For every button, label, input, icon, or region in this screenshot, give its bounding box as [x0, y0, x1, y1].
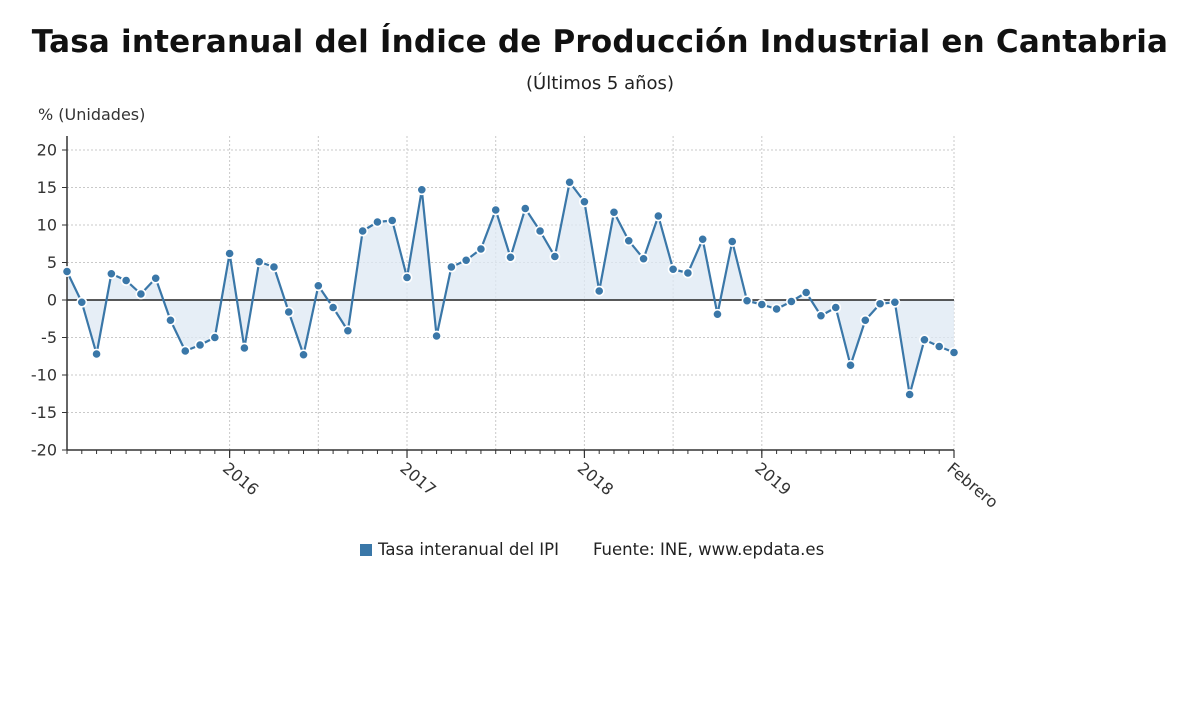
data-point: [91, 348, 102, 360]
data-point: [268, 261, 280, 273]
data-point: [460, 254, 472, 266]
data-point: [564, 176, 576, 188]
data-point: [61, 266, 73, 277]
data-point: [386, 215, 398, 226]
data-point: [238, 342, 250, 354]
data-point: [638, 253, 649, 265]
legend-swatch: [360, 543, 372, 556]
data-point: [534, 225, 546, 237]
data-point: [209, 332, 221, 343]
data-point: [771, 303, 782, 315]
data-point: [889, 296, 901, 308]
data-point: [785, 296, 797, 307]
y-tick-label: 15: [37, 178, 57, 197]
data-point: [519, 203, 531, 214]
chart-title: Tasa interanual del Índice de Producción…: [31, 24, 1169, 60]
series-area: [67, 182, 954, 395]
x-tick-label: Febrero: [943, 459, 1001, 512]
y-tick-label: 10: [37, 216, 57, 235]
data-point: [194, 339, 206, 351]
data-point: [608, 206, 620, 218]
x-tick-label: 2019: [751, 459, 794, 500]
data-point: [357, 225, 369, 237]
data-point: [76, 296, 88, 308]
data-point: [505, 251, 516, 263]
data-point: [135, 288, 147, 300]
legend: Tasa interanual del IPI Fuente: INE, www…: [360, 540, 824, 559]
data-point: [933, 341, 945, 352]
y-axis-label: % (Unidades): [38, 105, 146, 124]
data-point: [815, 310, 827, 322]
data-point: [756, 299, 768, 310]
y-tick-label: 20: [37, 141, 57, 160]
data-point: [593, 285, 605, 297]
data-point: [401, 272, 413, 283]
data-point: [283, 306, 295, 318]
data-point: [549, 251, 561, 262]
y-tick-label: 5: [47, 253, 57, 272]
data-point: [652, 210, 664, 222]
y-tick-label: -5: [41, 328, 57, 347]
data-point: [372, 216, 383, 228]
data-point: [579, 196, 590, 208]
data-point: [919, 334, 930, 346]
data-point: [445, 261, 457, 273]
data-point: [741, 295, 753, 307]
chart-subtitle: (Últimos 5 años): [526, 73, 674, 94]
data-point: [342, 325, 354, 337]
legend-series-label: Tasa interanual del IPI: [378, 540, 559, 559]
data-point: [697, 233, 709, 245]
data-point: [475, 243, 487, 255]
x-tick-label: 2018: [574, 459, 617, 500]
y-tick-label: 0: [47, 291, 57, 310]
data-point: [874, 298, 886, 310]
data-point: [667, 263, 679, 275]
data-point: [845, 359, 856, 371]
data-point: [327, 302, 339, 313]
data-point: [830, 302, 842, 313]
y-tick-label: -20: [31, 441, 57, 460]
data-point: [431, 330, 442, 342]
data-point: [179, 345, 191, 357]
data-point: [948, 347, 960, 358]
y-tick-label: -10: [31, 366, 57, 385]
data-point: [120, 275, 132, 286]
data-point: [623, 235, 635, 247]
data-point: [859, 314, 871, 326]
data-point: [904, 389, 916, 400]
data-point: [682, 267, 694, 279]
data-point: [416, 184, 428, 196]
data-point: [224, 248, 236, 259]
y-tick-label: -15: [31, 403, 57, 422]
data-point: [298, 349, 309, 361]
data-point: [105, 268, 117, 280]
x-tick-label: 2016: [219, 459, 262, 500]
data-point: [312, 280, 324, 292]
data-point: [490, 204, 502, 216]
data-point: [150, 272, 162, 284]
x-tick-label: 2017: [396, 459, 439, 500]
source-note: Fuente: INE, www.epdata.es: [592, 540, 825, 559]
data-point: [253, 256, 265, 268]
data-point: [800, 287, 812, 298]
data-point: [712, 308, 723, 320]
data-point: [726, 236, 738, 247]
data-point: [165, 314, 176, 326]
